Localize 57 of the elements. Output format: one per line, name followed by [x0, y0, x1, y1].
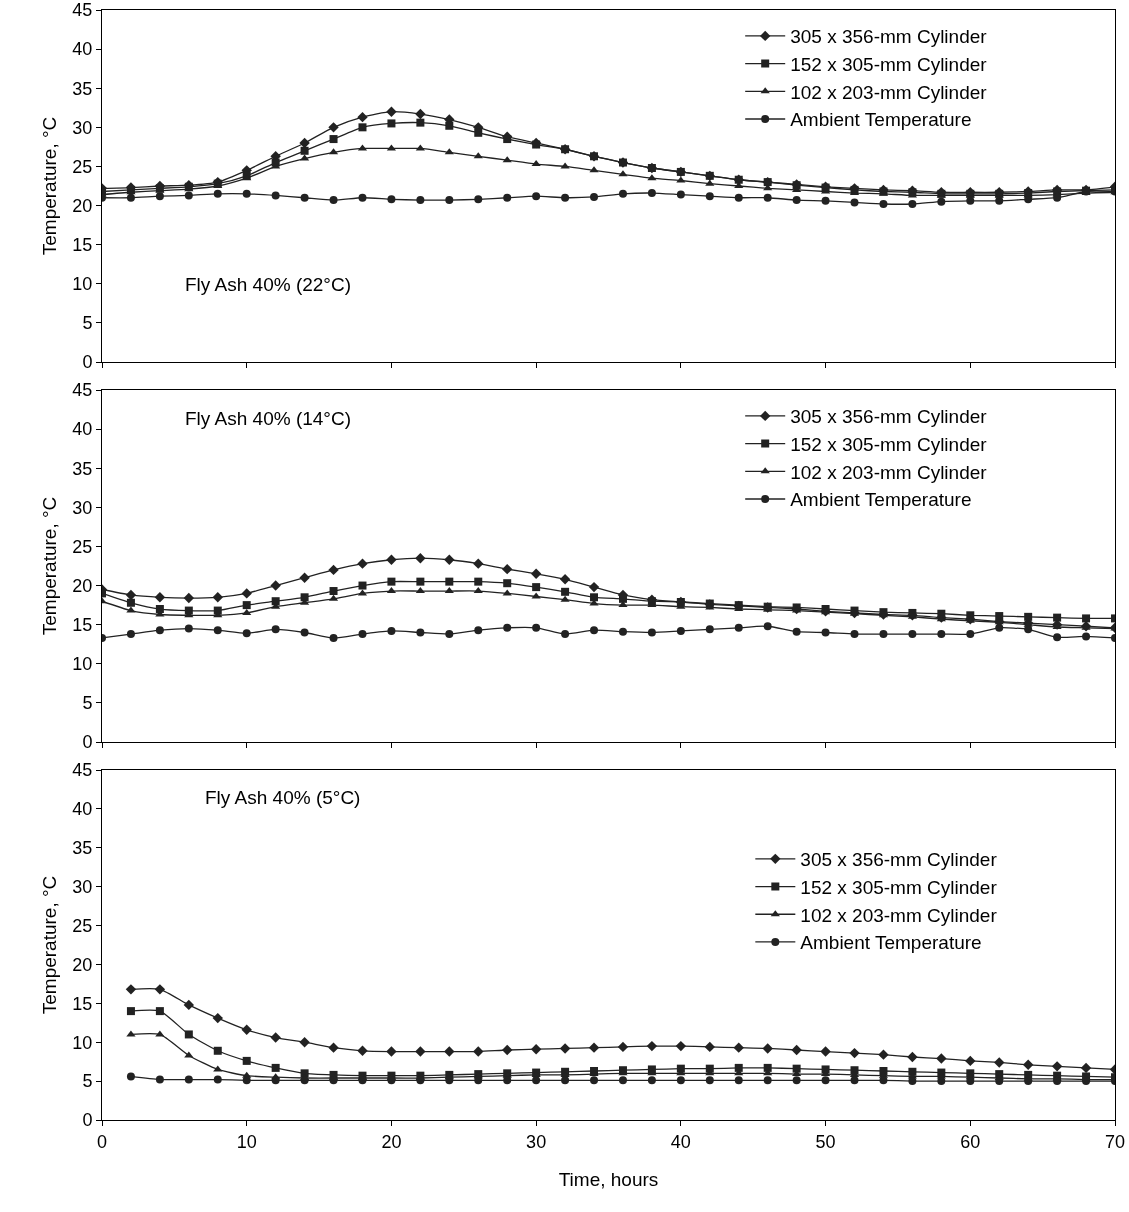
y-tick-label: 25 — [72, 156, 93, 177]
y-tick-label: 15 — [72, 614, 93, 635]
legend-label: 305 x 356-mm Cylinder — [800, 849, 998, 871]
y-tick-label: 0 — [82, 352, 93, 373]
y-tick-label: 30 — [72, 876, 93, 897]
legend-label: Ambient Temperature — [800, 932, 982, 954]
y-tick-label: 15 — [72, 993, 93, 1014]
legend-label: 152 x 305-mm Cylinder — [790, 434, 988, 455]
y-tick-label: 40 — [72, 799, 93, 820]
x-tick-label: 50 — [815, 1131, 836, 1152]
x-tick-label: 10 — [236, 1131, 257, 1152]
y-tick-label: 25 — [72, 915, 93, 936]
legend-label: Ambient Temperature — [790, 109, 972, 131]
annotation: Fly Ash 40% (14°C) — [185, 408, 351, 429]
legend-label: Ambient Temperature — [790, 489, 972, 511]
x-tick-label: 20 — [381, 1131, 402, 1152]
y-axis-title: Temperature, °C — [39, 875, 61, 1015]
y-tick-label: 15 — [72, 234, 93, 255]
y-axis-title: Temperature, °C — [39, 116, 61, 256]
y-tick-label: 25 — [72, 536, 93, 557]
y-tick-label: 35 — [72, 78, 93, 99]
legend-label: 152 x 305-mm Cylinder — [800, 876, 998, 898]
y-tick-label: 30 — [72, 497, 93, 518]
y-tick-label: 45 — [72, 380, 93, 401]
annotation: Fly Ash 40% (5°C) — [205, 787, 361, 808]
y-tick-label: 40 — [72, 39, 93, 60]
y-tick-label: 20 — [72, 575, 93, 596]
y-axis-title: Temperature, °C — [39, 496, 61, 636]
y-tick-label: 0 — [82, 732, 93, 753]
y-tick-label: 5 — [82, 313, 93, 334]
y-tick-label: 10 — [72, 1032, 93, 1053]
y-tick-label: 45 — [72, 0, 93, 21]
legend-label: 102 x 203-mm Cylinder — [790, 81, 988, 103]
y-tick-label: 40 — [72, 419, 93, 440]
y-tick-label: 35 — [72, 458, 93, 479]
legend-label: 152 x 305-mm Cylinder — [790, 54, 988, 75]
y-tick-label: 45 — [72, 760, 93, 781]
y-tick-label: 5 — [82, 693, 93, 714]
y-tick-label: 5 — [82, 1071, 93, 1092]
x-tick-label: 30 — [526, 1131, 547, 1152]
legend-label: 305 x 356-mm Cylinder — [790, 406, 988, 428]
y-tick-label: 10 — [72, 274, 93, 295]
y-tick-label: 20 — [72, 195, 93, 216]
x-tick-label: 60 — [960, 1131, 981, 1152]
annotation: Fly Ash 40% (22°C) — [185, 274, 351, 295]
y-tick-label: 0 — [82, 1110, 93, 1131]
x-tick-label: 0 — [96, 1131, 108, 1152]
x-tick-label: 70 — [1104, 1131, 1126, 1152]
legend-label: 305 x 356-mm Cylinder — [790, 26, 988, 48]
y-tick-label: 20 — [72, 954, 93, 975]
y-tick-label: 30 — [72, 117, 93, 138]
y-tick-label: 35 — [72, 838, 93, 859]
legend-label: 102 x 203-mm Cylinder — [800, 904, 998, 926]
x-axis-title: Time, hours — [558, 1169, 659, 1190]
y-tick-label: 10 — [72, 654, 93, 675]
x-tick-label: 40 — [670, 1131, 691, 1152]
legend-label: 102 x 203-mm Cylinder — [790, 461, 988, 483]
